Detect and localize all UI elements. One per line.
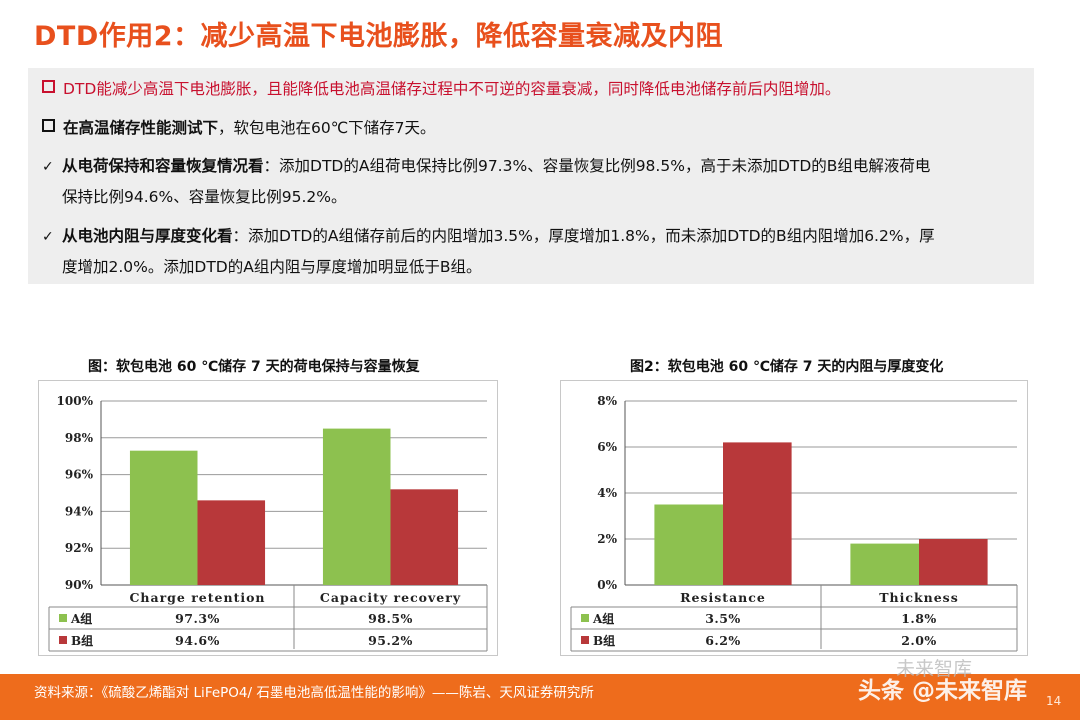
y-tick-label: 0% <box>597 578 617 592</box>
y-tick-label: 90% <box>65 578 94 592</box>
bar-B组-1 <box>390 489 459 585</box>
category-label: Resistance <box>680 590 766 605</box>
bullet-2-bold: 在高温储存性能测试下 <box>63 119 219 137</box>
y-tick-label: 4% <box>597 486 617 500</box>
chart-2: 0% 2% 4% 6% 8% Resistance Thickness A组 3.5% 1.8% B… <box>570 394 1018 652</box>
watermark-top: 未来智库 <box>896 658 973 680</box>
bar-A组-1 <box>322 428 391 585</box>
y-tick-label: 92% <box>65 541 94 555</box>
legend-label: A组 <box>592 611 614 626</box>
chart-1-box: 90% 92% 94% 96% 98% 100% Charge retention Capac… <box>38 380 498 656</box>
legend-label: B组 <box>71 633 93 648</box>
legend-label: A组 <box>70 611 92 626</box>
y-tick-label: 2% <box>597 532 617 546</box>
chart-1-title: 图：软包电池 60 ℃储存 7 天的荷电保持与容量恢复 <box>88 359 420 375</box>
legend-swatch <box>59 614 67 622</box>
summary-panel: DTD能减少高温下电池膨胀，且能降低电池高温储存过程中不可逆的容量衰减，同时降低… <box>28 68 1034 284</box>
table-value: 3.5% <box>705 611 741 626</box>
bullet-2: 在高温储存性能测试下，软包电池在60℃下储存7天。 <box>42 115 1018 142</box>
chart-2-box: 0% 2% 4% 6% 8% Resistance Thickness A组 3.5% 1.8% B… <box>560 380 1028 656</box>
watermark: 头条 @未来智库 <box>858 678 1028 704</box>
chart-1: 90% 92% 94% 96% 98% 100% Charge retention Capac… <box>48 394 488 652</box>
bullet-1: DTD能减少高温下电池膨胀，且能降低电池高温储存过程中不可逆的容量衰减，同时降低… <box>42 76 1018 103</box>
check-item-2: ✓ 从电池内阻与厚度变化看：添加DTD的A组储存前后的内阻增加3.5%，厚度增加1… <box>42 223 1018 251</box>
chart-2-title: 图2：软包电池 60 ℃储存 7 天的内阻与厚度变化 <box>630 359 944 375</box>
category-label: Thickness <box>879 590 959 605</box>
table-value: 95.2% <box>368 633 413 648</box>
y-tick-label: 8% <box>597 394 617 408</box>
bar-B组-0 <box>197 500 266 585</box>
page-title: DTD作用2：减少高温下电池膨胀，降低容量衰减及内阻 <box>34 21 724 52</box>
table-value: 98.5% <box>368 611 413 626</box>
footer-bar <box>0 674 1080 720</box>
check-1-text: ：添加DTD的A组荷电保持比例97.3%、容量恢复比例98.5%，高于未添加DT… <box>263 157 931 175</box>
category-label: Charge retention <box>129 590 265 605</box>
legend-swatch <box>59 636 67 644</box>
table-value: 2.0% <box>901 633 937 648</box>
check-2-bold: 从电池内阻与厚度变化看 <box>62 227 233 245</box>
check-2-text: ：添加DTD的A组储存前后的内阻增加3.5%，厚度增加1.8%，而未添加DTD的… <box>232 227 935 245</box>
bullet-1-text: DTD能减少高温下电池膨胀，且能降低电池高温储存过程中不可逆的容量衰减，同时降低… <box>63 80 841 98</box>
check-1-bold: 从电荷保持和容量恢复情况看 <box>62 157 264 175</box>
y-tick-label: 100% <box>57 394 94 408</box>
checkmark-icon: ✓ <box>42 159 54 175</box>
bar-A组-0 <box>654 504 723 585</box>
legend-swatch <box>581 636 589 644</box>
legend-label: B组 <box>593 633 615 648</box>
y-tick-label: 6% <box>597 440 617 454</box>
bar-B组-1 <box>919 539 988 585</box>
bar-B组-0 <box>723 442 792 585</box>
y-tick-label: 94% <box>65 504 94 518</box>
page-number: 14 <box>1046 694 1062 708</box>
y-tick-label: 98% <box>65 431 94 445</box>
bar-A组-0 <box>129 450 198 585</box>
table-value: 97.3% <box>175 611 220 626</box>
legend-swatch <box>581 614 589 622</box>
bullet-2-text: ，软包电池在60℃下储存7天。 <box>218 119 436 137</box>
table-value: 94.6% <box>175 633 220 648</box>
square-bullet-icon <box>42 80 55 93</box>
y-tick-label: 96% <box>65 468 94 482</box>
table-value: 1.8% <box>901 611 937 626</box>
source-note: 资料来源：《硫酸乙烯酯对 LiFePO4/ 石墨电池高低温性能的影响》——陈岩、… <box>34 685 594 701</box>
square-bullet-icon <box>42 119 55 132</box>
check-item-2-cont: 度增加2.0%。添加DTD的A组内阻与厚度增加明显低于B组。 <box>62 258 482 276</box>
check-item-1: ✓ 从电荷保持和容量恢复情况看：添加DTD的A组荷电保持比例97.3%、容量恢复比… <box>42 153 1018 181</box>
bar-A组-1 <box>850 543 919 585</box>
checkmark-icon: ✓ <box>42 229 54 245</box>
category-label: Capacity recovery <box>320 590 461 605</box>
table-value: 6.2% <box>705 633 741 648</box>
check-item-1-cont: 保持比例94.6%、容量恢复比例95.2%。 <box>62 188 347 206</box>
